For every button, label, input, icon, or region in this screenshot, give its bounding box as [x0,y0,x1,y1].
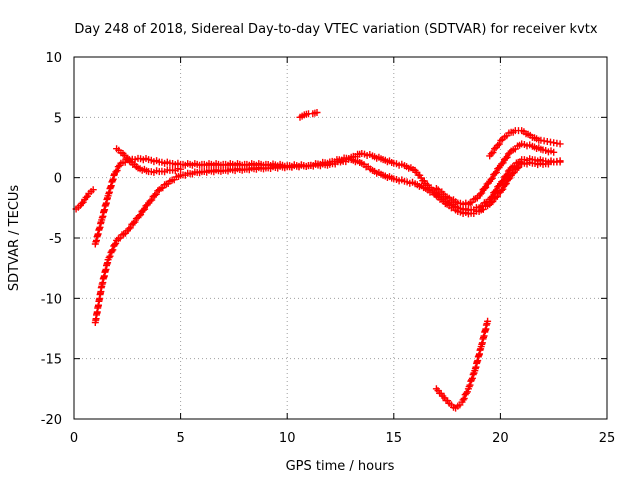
x-tick-label: 5 [176,431,184,446]
y-tick-label: 10 [45,51,62,66]
x-axis-label: GPS time / hours [286,459,395,474]
series-arc-h [432,140,558,208]
data-layer [72,109,564,412]
series-arc-f [432,317,492,412]
y-tick-label: -20 [41,413,62,428]
y-tick-label: -5 [49,232,62,247]
data-point-markers [296,109,321,121]
series-arc-e [296,109,321,121]
data-point-markers [432,140,558,208]
x-tick-label: 25 [599,431,616,446]
grid-layer [74,57,607,419]
y-tick-label: 0 [54,172,62,187]
data-point-markers [72,186,97,213]
y-tick-label: 5 [54,111,62,126]
series-arc-a [72,186,97,213]
series-arc-d [113,145,185,176]
data-point-markers [91,155,564,326]
data-point-markers [486,127,564,160]
tick-layer: 0 5 10 15 20 25 -20 -15 -10 -5 0 5 10 [41,51,616,446]
x-tick-label: 20 [492,431,509,446]
data-point-markers [113,145,185,176]
data-point-markers [432,317,492,412]
x-tick-label: 0 [70,431,78,446]
series-arc-g [486,127,564,160]
x-tick-label: 10 [279,431,296,446]
x-tick-label: 15 [386,431,403,446]
series-arc-c [91,155,564,326]
chart-title: Day 248 of 2018, Sidereal Day-to-day VTE… [74,22,597,37]
plot-frame [73,56,608,420]
y-axis-label: SDTVAR / TECUs [7,185,22,292]
y-tick-label: -10 [41,292,62,307]
y-tick-label: -15 [41,353,62,368]
